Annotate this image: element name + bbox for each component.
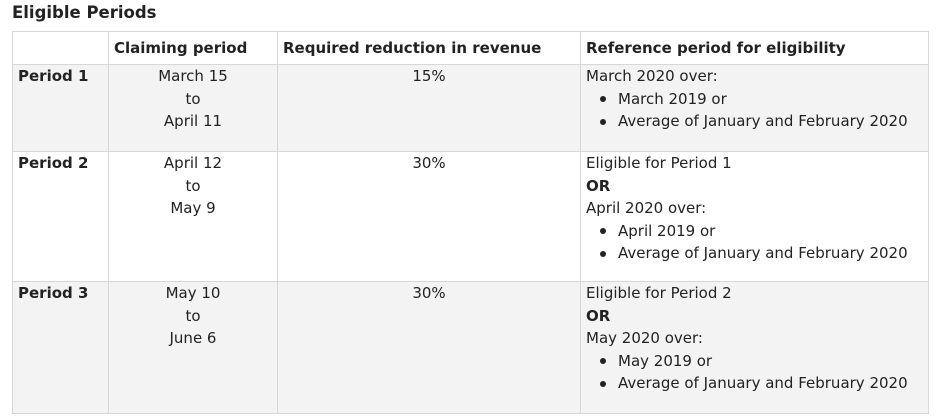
list-item: Average of January and February 2020 xyxy=(600,110,923,133)
period-label: Period 2 xyxy=(12,151,109,282)
bullet-icon xyxy=(600,228,606,234)
list-item-text: Average of January and February 2020 xyxy=(618,374,908,392)
reduction-cell: 30% xyxy=(277,281,581,414)
claim-to: to xyxy=(185,89,201,108)
reference-list: April 2019 or Average of January and Feb… xyxy=(586,220,923,265)
claiming-period-cell: March 15 to April 11 xyxy=(108,64,278,152)
list-item-text: Average of January and February 2020 xyxy=(618,244,908,262)
reference-list: May 2019 or Average of January and Febru… xyxy=(586,350,923,395)
eligible-periods-table: Claiming period Required reduction in re… xyxy=(12,31,929,414)
bullet-icon xyxy=(600,250,606,257)
reference-or: OR xyxy=(586,306,611,325)
claiming-period-cell: April 12 to May 9 xyxy=(108,151,278,282)
header-reference-period: Reference period for eligibility xyxy=(580,31,929,65)
claim-end: May 9 xyxy=(170,199,216,217)
bullet-icon xyxy=(600,358,606,364)
claim-to: to xyxy=(185,176,201,195)
table-row-period-2: Period 2 April 12 to May 9 30% Eligible … xyxy=(12,151,929,282)
period-label: Period 3 xyxy=(12,281,109,414)
reference-over: April 2020 over: xyxy=(586,199,707,217)
bullet-icon xyxy=(600,118,606,125)
header-required-reduction: Required reduction in revenue xyxy=(277,31,581,65)
table-header-row: Claiming period Required reduction in re… xyxy=(12,31,929,65)
table-row-period-3: Period 3 May 10 to June 6 30% Eligible f… xyxy=(12,281,929,414)
list-item: May 2019 or xyxy=(600,350,923,373)
claim-start: April 12 xyxy=(163,154,223,172)
table-row-period-1: Period 1 March 15 to April 11 15% March … xyxy=(12,64,929,152)
period-label: Period 1 xyxy=(12,64,109,152)
reference-over: May 2020 over: xyxy=(586,329,703,347)
reference-cell: Eligible for Period 2 OR May 2020 over: … xyxy=(580,281,929,414)
list-item-text: May 2019 or xyxy=(618,351,713,370)
header-empty xyxy=(12,31,109,65)
claim-to: to xyxy=(185,306,201,325)
reference-lead: Eligible for Period 1 xyxy=(586,154,732,172)
reference-cell: Eligible for Period 1 OR April 2020 over… xyxy=(580,151,929,282)
claim-end: June 6 xyxy=(169,329,217,347)
page-title: Eligible Periods xyxy=(12,3,157,22)
claim-end: April 11 xyxy=(163,112,223,130)
reference-lead: Eligible for Period 2 xyxy=(586,284,732,302)
reference-list: March 2019 or Average of January and Feb… xyxy=(586,88,923,133)
header-claiming-period: Claiming period xyxy=(108,31,278,65)
list-item: Average of January and February 2020 xyxy=(600,242,923,265)
reference-over: March 2020 over: xyxy=(586,67,718,85)
claiming-period-cell: May 10 to June 6 xyxy=(108,281,278,414)
reference-cell: March 2020 over: March 2019 or Average o… xyxy=(580,64,929,152)
bullet-icon xyxy=(600,380,606,387)
reduction-cell: 30% xyxy=(277,151,581,282)
claim-start: March 15 xyxy=(158,67,228,85)
list-item: April 2019 or xyxy=(600,220,923,243)
list-item-text: Average of January and February 2020 xyxy=(618,112,908,130)
reference-or: OR xyxy=(586,176,611,195)
bullet-icon xyxy=(600,96,606,102)
reduction-cell: 15% xyxy=(277,64,581,152)
list-item-text: March 2019 or xyxy=(618,89,727,108)
list-item: Average of January and February 2020 xyxy=(600,372,923,395)
claim-start: May 10 xyxy=(165,284,221,302)
list-item-text: April 2019 or xyxy=(618,221,716,240)
list-item: March 2019 or xyxy=(600,88,923,111)
